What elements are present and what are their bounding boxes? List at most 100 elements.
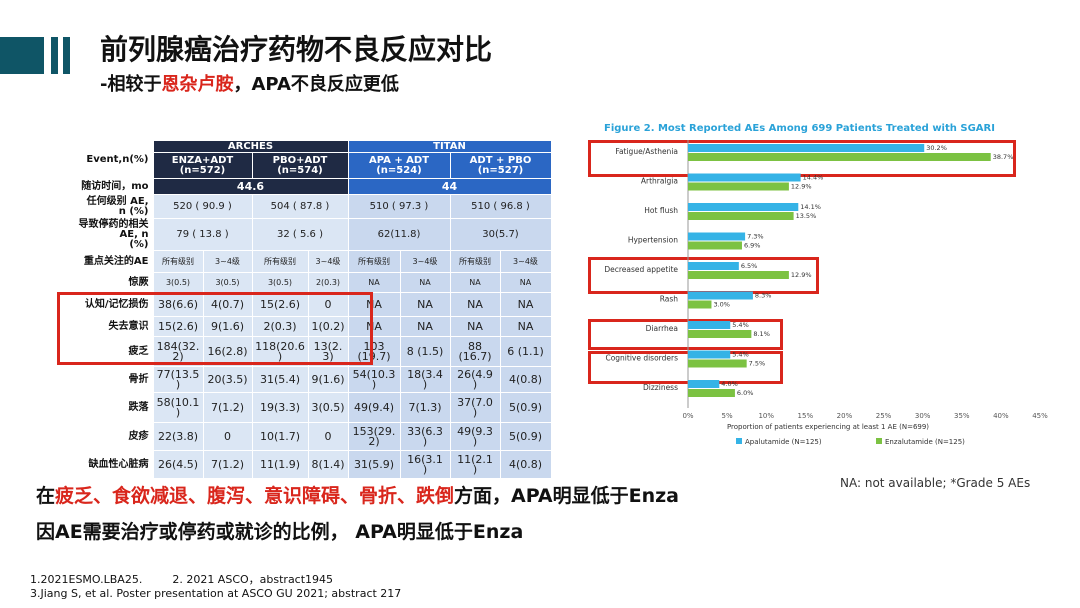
category-label: Fatigue/Asthenia — [615, 147, 678, 156]
x-tick-label: 25% — [876, 412, 892, 420]
any-ae-cell: 504 ( 87.8 ) — [251, 194, 349, 219]
ae-comparison-table: Event,n(%) ARCHES TITAN ENZA+ADT (n=572) P… — [78, 140, 552, 479]
row-label: 跌落 — [78, 392, 153, 423]
table-cell: 4(0.7) — [202, 292, 253, 317]
table-cell: NA — [399, 292, 451, 317]
table-cell: 26(4.9 ) — [449, 366, 501, 393]
bar-enzalutamide — [688, 182, 789, 191]
table-cell: 22(3.8) — [152, 422, 204, 451]
arm-n: (n=527) — [477, 164, 524, 176]
data-label-enzalutamide: 3.0% — [713, 301, 730, 309]
data-label-apalutamide: 14.4% — [803, 174, 824, 182]
subhdr-all: 所有级别 — [449, 250, 501, 273]
data-label-apalutamide: 7.3% — [747, 233, 764, 241]
table-cell: NA — [499, 316, 552, 337]
data-label-enzalutamide: 8.1% — [753, 330, 770, 338]
bar-apalutamide — [688, 350, 731, 359]
table-cell: 54(10.3 ) — [347, 366, 401, 393]
table-cell: NA — [347, 292, 401, 317]
disc-label-line: 导致停药的相关AE, n — [78, 218, 149, 240]
row-label: 疲乏 — [78, 336, 153, 367]
table-cell: 9(1.6) — [202, 316, 253, 337]
bar-enzalutamide — [688, 153, 991, 161]
subhdr-g34: 3~4级 — [202, 250, 253, 273]
table-cell: 49(9.3 ) — [449, 422, 501, 451]
any-ae-cell: 520 ( 90.9 ) — [152, 194, 253, 219]
arm-name: ADT + PBO — [469, 154, 532, 166]
bar-apalutamide — [688, 173, 801, 182]
category-label: Dizziness — [643, 383, 678, 392]
slide-title: 前列腺癌治疗药物不良反应对比 — [100, 33, 493, 66]
arm-n: (n=572) — [179, 164, 226, 176]
table-cell: NA — [449, 316, 501, 337]
table-cell: 9(1.6) — [307, 366, 349, 393]
row-label: 认知/记忆损伤 — [78, 292, 153, 317]
category-label: Arthralgia — [641, 177, 678, 186]
table-row: 缺血性心脏病 26(4.5) 7(1.2) 11(1.9) 8(1.4) 31(5.9) 1… — [78, 450, 552, 479]
chart-highlight-cognitive — [588, 351, 783, 384]
title-bar-stripe — [63, 37, 70, 74]
bar-apalutamide — [688, 291, 753, 300]
conclusion-line-2: 因AE需要治疗或停药或就诊的比例， APA明显低于Enza — [36, 521, 524, 543]
any-ae-cell: 510 ( 96.8 ) — [449, 194, 552, 219]
table-cell: 184(32. 2) — [152, 336, 204, 367]
data-label-enzalutamide: 12.9% — [791, 183, 812, 191]
title-bar-stripe — [51, 37, 58, 74]
ae-bar-chart: Fatigue/Asthenia 30.2% 38.7% Arthralgia 14.4… — [604, 140, 1048, 446]
subtitle-highlight: 恩杂卢胺 — [161, 74, 234, 95]
na-note: NA: not available; *Grade 5 AEs — [840, 476, 1031, 490]
arm-name: PBO+ADT — [272, 154, 328, 166]
any-ae-cell: 510 ( 97.3 ) — [347, 194, 451, 219]
table-cell: 16(3.1 ) — [399, 450, 451, 479]
subtitle-suffix: ，APA不良反应更低 — [233, 74, 399, 95]
x-tick-label: 35% — [954, 412, 970, 420]
arm-header: ENZA+ADT (n=572) — [152, 152, 253, 179]
arm-header: PBO+ADT (n=574) — [251, 152, 349, 179]
row-label: 缺血性心脏病 — [78, 450, 153, 479]
disc-cell: 32 ( 5.6 ) — [251, 218, 349, 251]
data-label-apalutamide: 8.3% — [755, 292, 772, 300]
table-cell: 0 — [307, 292, 349, 317]
subhdr-g34: 3~4级 — [399, 250, 451, 273]
bar-enzalutamide — [688, 241, 742, 250]
table-cell: 3(0.5) — [202, 272, 253, 293]
data-label-enzalutamide: 6.0% — [737, 389, 754, 397]
table-cell: 4(0.8) — [499, 366, 552, 393]
data-label-enzalutamide: 6.9% — [744, 242, 761, 250]
table-cell: 10(1.7) — [251, 422, 309, 451]
subhdr-all: 所有级别 — [251, 250, 309, 273]
subhdr-all: 所有级别 — [152, 250, 204, 273]
table-cell: 77(13.5 ) — [152, 366, 204, 393]
data-label-enzalutamide: 38.7% — [993, 153, 1014, 161]
arches-header: ARCHES — [152, 140, 349, 153]
data-label-apalutamide: 5.4% — [732, 351, 749, 359]
x-tick-label: 40% — [993, 412, 1009, 420]
x-tick-label: 30% — [915, 412, 931, 420]
table-row: 皮疹 22(3.8) 0 10(1.7) 0 153(29. 2) 33(6.3 ) 49(9… — [78, 422, 552, 451]
row-label: 皮疹 — [78, 422, 153, 451]
table-cell: 8(1.4) — [307, 450, 349, 479]
bar-enzalutamide — [688, 359, 747, 368]
followup-label: 随访时间，mo — [78, 178, 153, 195]
arm-name: ENZA+ADT — [171, 154, 234, 166]
arm-n: (n=574) — [277, 164, 323, 176]
conclusion-prefix: 在 — [36, 485, 56, 507]
table-cell: 7(1.2) — [202, 450, 253, 479]
table-cell: 3(0.5) — [307, 392, 349, 423]
references: 1.2021ESMO.LBA25. 2. 2021 ASCO，abstract19… — [30, 573, 401, 601]
data-label-enzalutamide: 7.5% — [749, 360, 766, 368]
table-cell: 20(3.5) — [202, 366, 253, 393]
table-cell: 31(5.9) — [347, 450, 401, 479]
table-cell: 88 (16.7) — [449, 336, 501, 367]
legend-label-enzalutamide: Enzalutamide (N=125) — [885, 438, 965, 446]
table-row: 骨折 77(13.5 ) 20(3.5) 31(5.4) 9(1.6) 54(10.3 )… — [78, 366, 552, 393]
ae-rows: 惊厥 3(0.5) 3(0.5) 3(0.5) 2(0.3) NA NA NA NA 认知/记忆损… — [78, 272, 552, 479]
reference-3: 3.Jiang S, et al. Poster presentation at… — [30, 587, 402, 600]
table-row: 疲乏 184(32. 2) 16(2.8) 118(20.6 ) 13(2. 3) 103… — [78, 336, 552, 367]
row-label: 骨折 — [78, 366, 153, 393]
legend-swatch-enzalutamide — [876, 438, 882, 444]
conclusion-highlight: 疲乏、食欲减退、腹泻、意识障碍、骨折、跌倒 — [55, 485, 455, 507]
category-label: Hypertension — [628, 236, 678, 245]
event-header: Event,n(%) — [78, 140, 153, 179]
table-row: 惊厥 3(0.5) 3(0.5) 3(0.5) 2(0.3) NA NA NA NA — [78, 272, 552, 293]
